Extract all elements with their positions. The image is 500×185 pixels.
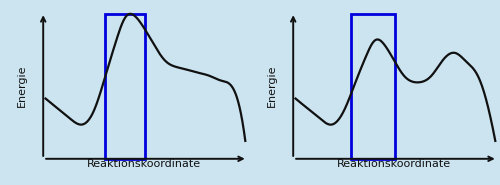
Text: Reaktionskoordinate: Reaktionskoordinate [87, 159, 202, 169]
Text: Energie: Energie [267, 64, 277, 107]
Bar [106, 14, 146, 159]
Text: Energie: Energie [17, 64, 27, 107]
Bar [352, 14, 396, 159]
Text: Reaktionskoordinate: Reaktionskoordinate [337, 159, 452, 169]
